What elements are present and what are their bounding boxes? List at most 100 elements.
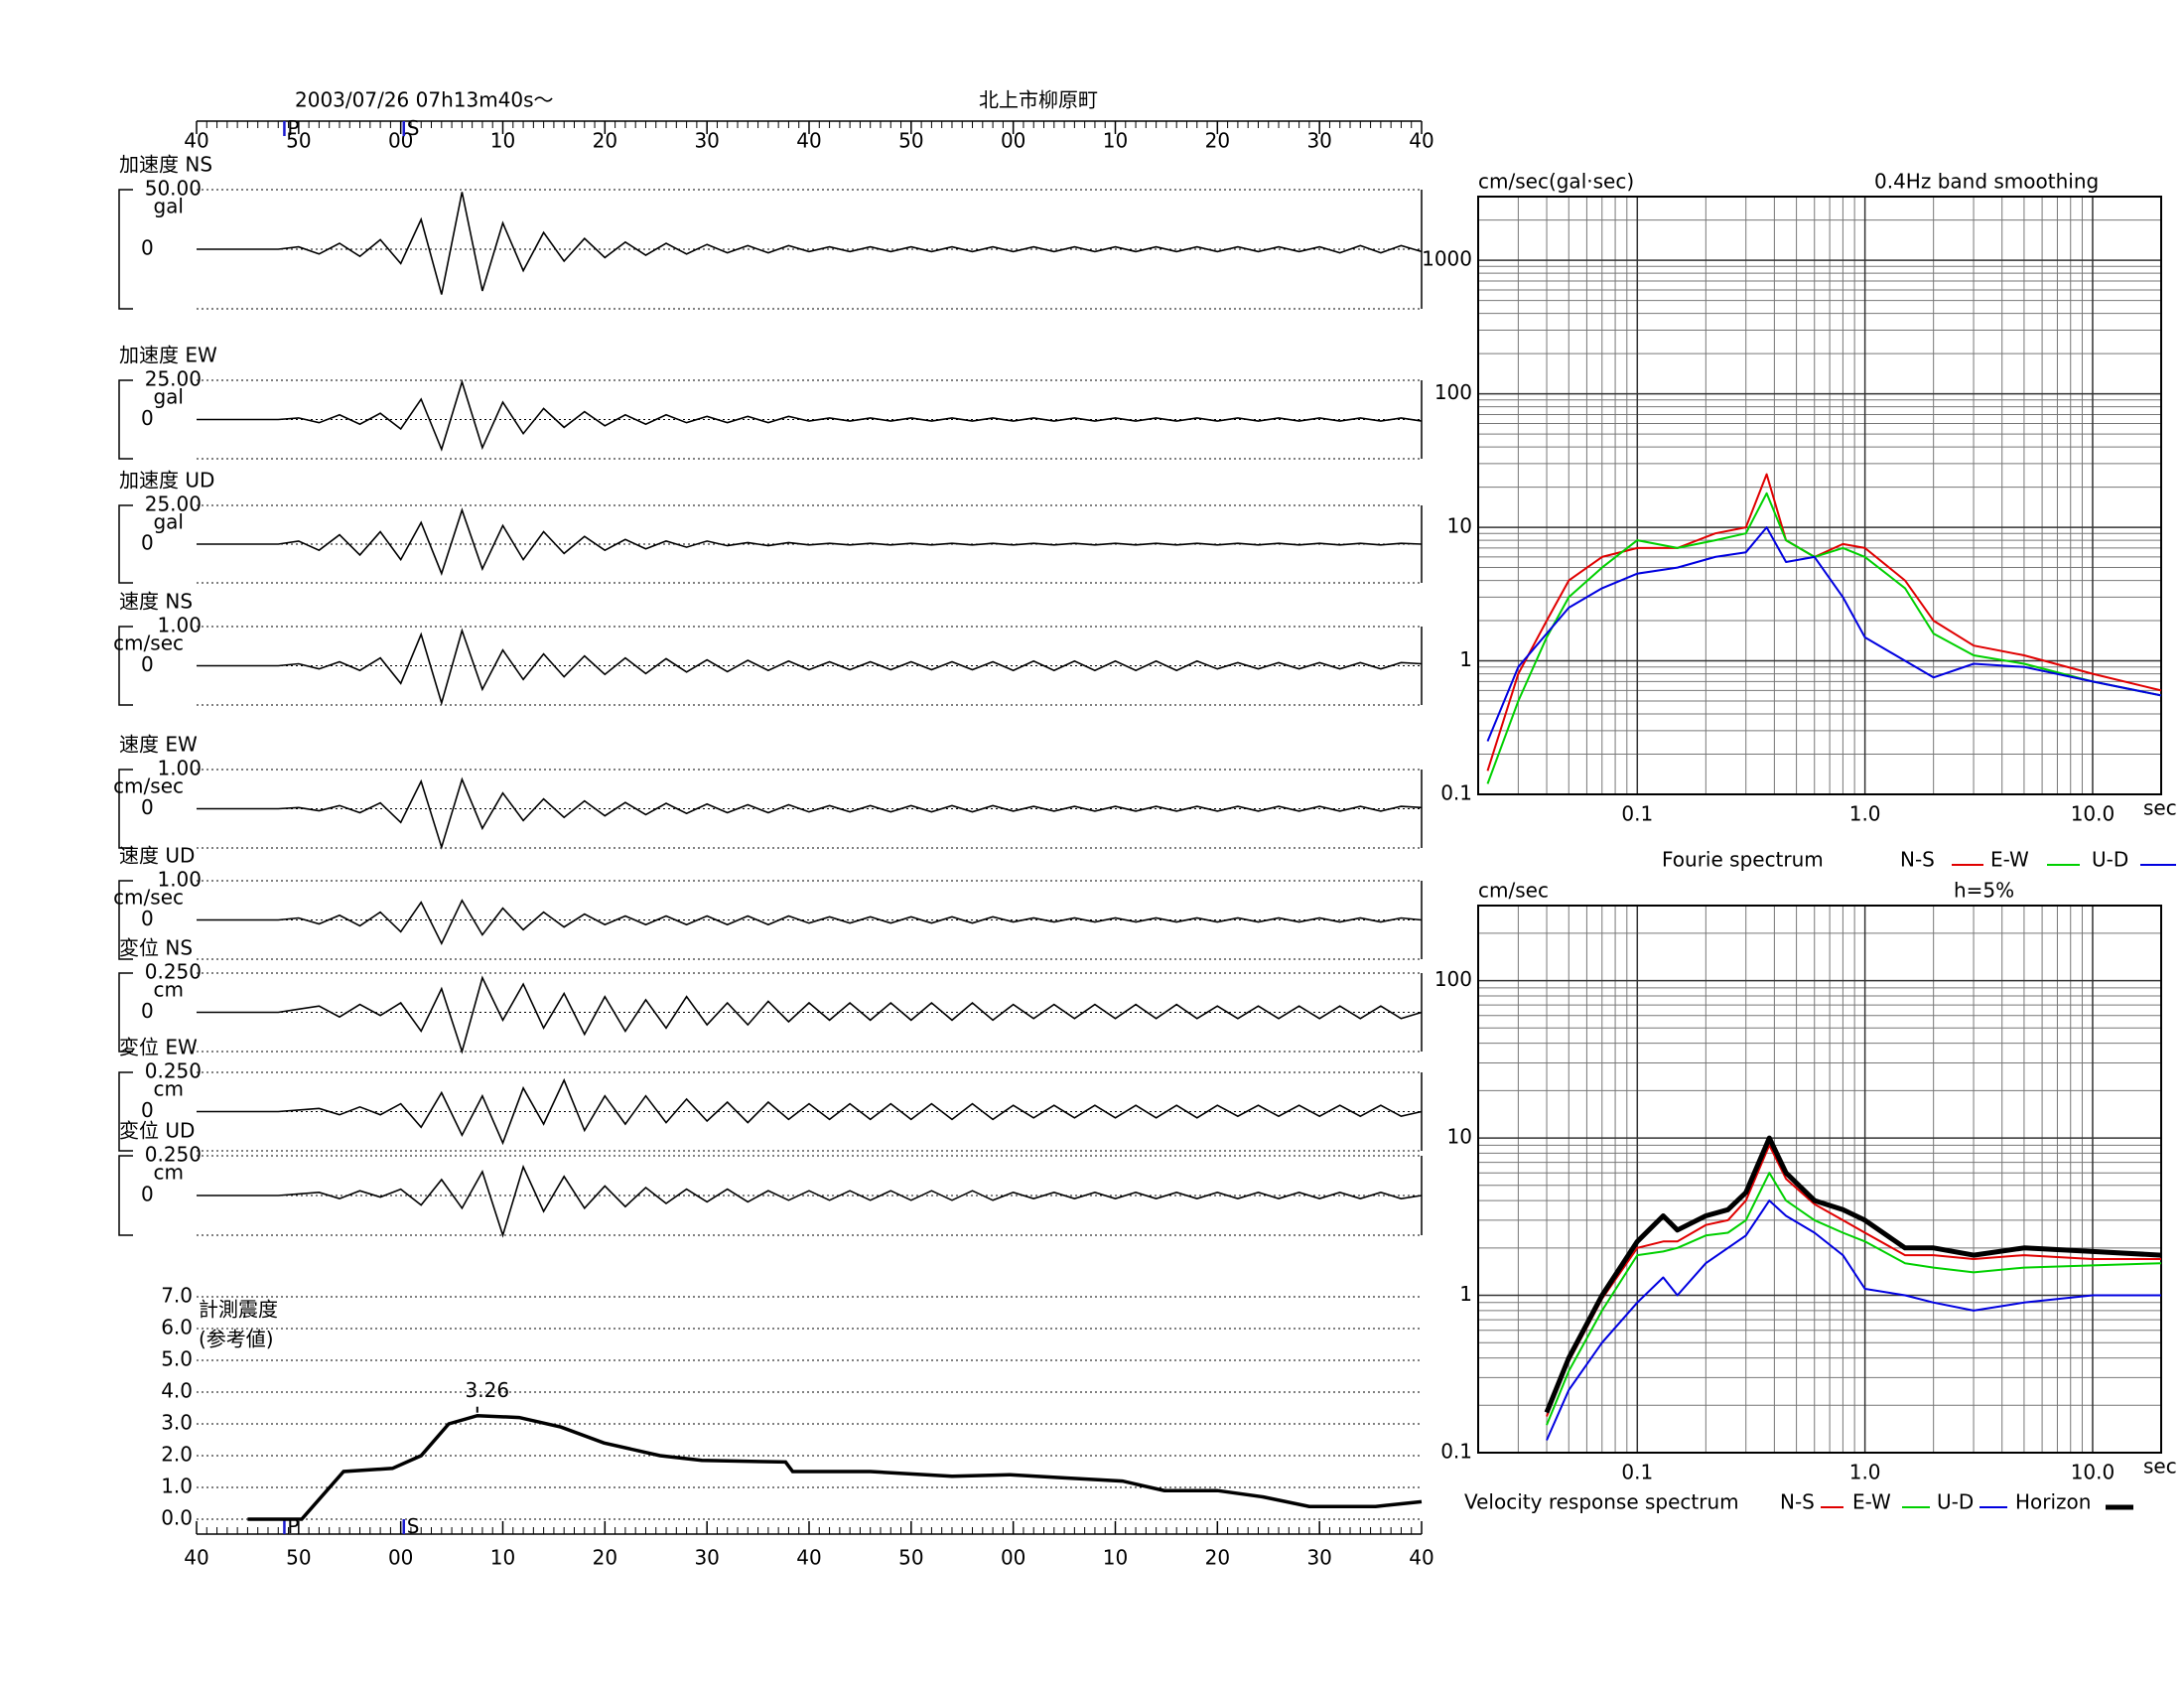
station-title: 北上市柳原町 xyxy=(979,88,1098,112)
x-tick-label: 0.1 xyxy=(1621,802,1653,826)
waveform xyxy=(197,507,1423,576)
chart-title: 計測震度 xyxy=(199,1298,278,1322)
trace-name: 加速度 UD xyxy=(119,469,214,492)
spectrum-line xyxy=(1546,1144,2161,1417)
y-tick-label: 100 xyxy=(1434,967,1472,991)
legend-label: N-S xyxy=(1900,848,1935,872)
trace-unit: cm xyxy=(154,1077,184,1101)
x-tick-label: 30 xyxy=(694,129,719,153)
y-tick-label: 0 xyxy=(141,999,154,1023)
trace-unit: cm/sec xyxy=(113,632,184,655)
trace-bracket xyxy=(118,880,133,960)
y-tick-label: 0 xyxy=(141,236,154,260)
y-tick-label: 0 xyxy=(141,652,154,676)
y-tick-label: 1 xyxy=(1459,1282,1472,1306)
y-tick-label: 5.0 xyxy=(161,1347,193,1371)
waveform xyxy=(197,899,1423,946)
x-tick-label: 20 xyxy=(1205,1546,1230,1570)
x-tick-label: 10 xyxy=(490,1546,515,1570)
y-tick-label: 0 xyxy=(141,795,154,819)
legend-label: U-D xyxy=(1937,1490,1974,1514)
trace-bracket xyxy=(118,1155,133,1236)
trace-unit: gal xyxy=(153,385,184,409)
waveform xyxy=(197,1164,1423,1238)
y-tick-label: 0.1 xyxy=(1440,781,1472,805)
trace-unit: gal xyxy=(153,510,184,534)
legend-title: Fourie spectrum xyxy=(1662,848,1824,872)
spectrum-line xyxy=(1544,1135,2162,1414)
x-tick-label: 30 xyxy=(694,1546,719,1570)
x-tick-label: 10.0 xyxy=(2071,802,2116,826)
phase-label: P xyxy=(287,116,299,140)
x-tick-label: 40 xyxy=(1409,129,1433,153)
y-tick-label: 1000 xyxy=(1422,247,1472,271)
legend-label: E-W xyxy=(1990,848,2029,872)
spectrum-line xyxy=(1546,1172,2162,1426)
x-tick-label: 20 xyxy=(1205,129,1230,153)
legend-label: Horizon xyxy=(2015,1490,2091,1514)
x-tick-label: 1.0 xyxy=(1849,1461,1881,1484)
trace-name: 速度 EW xyxy=(119,733,198,757)
trace-name: 速度 NS xyxy=(119,590,193,614)
spectrum-line xyxy=(1486,492,2162,784)
trace-name: 変位 EW xyxy=(119,1036,198,1059)
x-axis-label: sec xyxy=(2143,1455,2177,1478)
plot-frame xyxy=(1477,196,2162,795)
y-tick-label: 0.250 xyxy=(145,1143,202,1167)
trace-bracket xyxy=(118,504,133,584)
annotation: 0.4Hz band smoothing xyxy=(1874,170,2099,194)
trace-bracket xyxy=(118,769,133,849)
trace-unit: cm/sec xyxy=(113,886,184,910)
y-tick-label: 1.00 xyxy=(157,614,202,637)
x-tick-label: 30 xyxy=(1306,129,1331,153)
x-tick-label: 30 xyxy=(1306,1546,1331,1570)
legend-label: N-S xyxy=(1780,1490,1815,1514)
annotation: h=5% xyxy=(1954,879,2014,903)
trace-name: 加速度 NS xyxy=(119,153,212,177)
trace-unit: cm/sec xyxy=(113,774,184,798)
trace-name: 加速度 EW xyxy=(119,344,217,367)
trace-unit: cm xyxy=(154,978,184,1002)
x-tick-label: 20 xyxy=(593,129,617,153)
x-tick-label: 40 xyxy=(1409,1546,1433,1570)
x-tick-label: 50 xyxy=(898,129,923,153)
phase-label: S xyxy=(407,116,420,140)
x-tick-label: 40 xyxy=(184,1546,208,1570)
y-tick-label: 0.1 xyxy=(1440,1440,1472,1464)
y-tick-label: 4.0 xyxy=(161,1379,193,1403)
x-tick-label: 20 xyxy=(593,1546,617,1570)
spectrum-line xyxy=(1546,1199,2161,1441)
legend-label: U-D xyxy=(2092,848,2128,872)
trace-bracket xyxy=(118,1071,133,1152)
date-title: 2003/07/26 07h13m40s〜 xyxy=(295,88,554,112)
waveform xyxy=(197,1077,1423,1146)
trace-name: 変位 UD xyxy=(119,1119,195,1143)
trace-unit: cm xyxy=(154,1161,184,1185)
waveform xyxy=(197,628,1423,706)
legend-label: E-W xyxy=(1852,1490,1891,1514)
x-tick-label: 00 xyxy=(1001,1546,1025,1570)
trace-bracket xyxy=(118,379,133,460)
y-tick-label: 1.0 xyxy=(161,1475,193,1498)
y-tick-label: 0.0 xyxy=(161,1506,193,1530)
y-tick-label: 10 xyxy=(1447,1125,1472,1149)
y-tick-label: 10 xyxy=(1447,514,1472,538)
y-axis-label: cm/sec(gal·sec) xyxy=(1478,170,1634,194)
spectrum-line xyxy=(1486,473,2162,772)
y-tick-label: 100 xyxy=(1434,380,1472,404)
x-tick-label: 50 xyxy=(898,1546,923,1570)
x-tick-label: 00 xyxy=(388,129,413,153)
y-tick-label: 1.00 xyxy=(157,868,202,892)
y-tick-label: 25.00 xyxy=(145,492,202,516)
trace-bracket xyxy=(118,626,133,706)
x-tick-label: 50 xyxy=(286,1546,311,1570)
x-tick-label: 50 xyxy=(286,129,311,153)
y-tick-label: 0 xyxy=(141,907,154,930)
trace-name: 変位 NS xyxy=(119,936,193,960)
phase-label: S xyxy=(407,1514,420,1538)
x-tick-label: 1.0 xyxy=(1849,802,1881,826)
y-tick-label: 6.0 xyxy=(161,1316,193,1339)
chart-subtitle: (参考値) xyxy=(199,1328,274,1351)
